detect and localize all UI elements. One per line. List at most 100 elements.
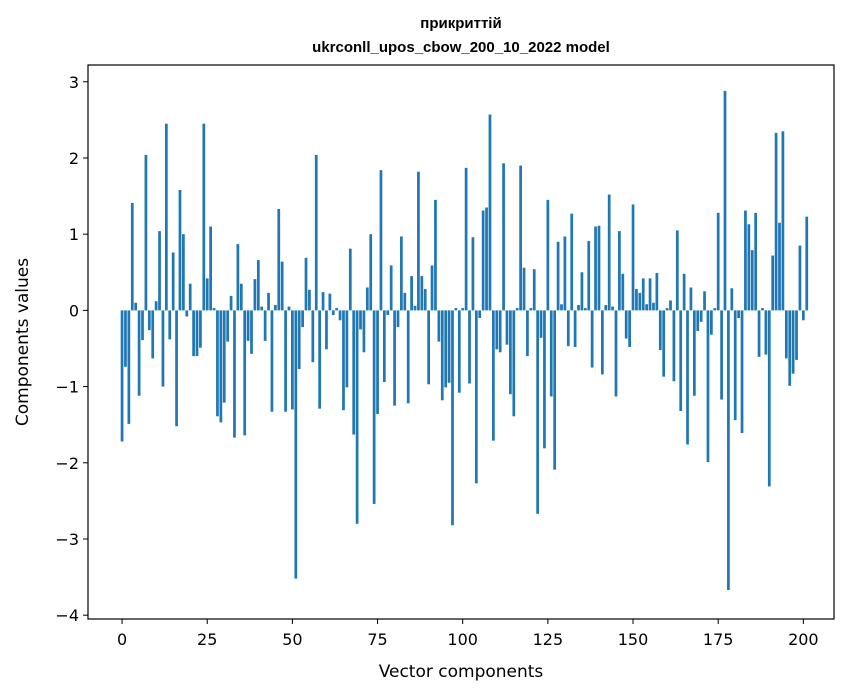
bar bbox=[124, 310, 127, 367]
y-axis-label: Components values bbox=[13, 258, 33, 426]
x-tick-label: 150 bbox=[618, 630, 649, 649]
bar bbox=[348, 248, 352, 311]
bar bbox=[747, 224, 751, 311]
x-tick-label: 100 bbox=[447, 630, 478, 649]
bar bbox=[451, 310, 454, 526]
bar bbox=[379, 170, 383, 311]
y-tick-label: 2 bbox=[69, 149, 79, 168]
bar bbox=[781, 131, 785, 311]
y-tick-label: −3 bbox=[55, 530, 79, 549]
bar bbox=[205, 278, 209, 311]
bar bbox=[151, 310, 155, 359]
bar bbox=[144, 154, 148, 311]
bar bbox=[597, 225, 601, 311]
bar bbox=[761, 308, 764, 311]
bar bbox=[406, 310, 410, 404]
bar bbox=[168, 310, 172, 340]
bar bbox=[682, 273, 686, 311]
bar bbox=[427, 310, 431, 385]
bar bbox=[801, 310, 805, 321]
bar bbox=[720, 310, 723, 400]
x-tick-label: 0 bbox=[117, 630, 127, 649]
bar bbox=[202, 123, 206, 311]
plot-frame bbox=[87, 64, 835, 620]
bar bbox=[532, 269, 536, 311]
bar bbox=[628, 310, 631, 347]
y-tick-label: −4 bbox=[55, 606, 79, 625]
bar bbox=[396, 310, 400, 328]
bar bbox=[400, 236, 403, 311]
bar bbox=[710, 310, 713, 335]
bar bbox=[778, 222, 781, 311]
y-axis-ticks: 3 2 1 0 −1 −2 −3 −4 bbox=[55, 73, 88, 625]
bar bbox=[764, 310, 768, 355]
bar bbox=[502, 163, 505, 311]
bar bbox=[325, 310, 328, 350]
bar bbox=[273, 305, 277, 311]
bar bbox=[141, 310, 144, 341]
bar bbox=[182, 234, 185, 311]
bar bbox=[655, 273, 659, 311]
bar bbox=[311, 310, 315, 363]
bar bbox=[229, 295, 233, 311]
y-tick-label: −2 bbox=[55, 454, 79, 473]
bar bbox=[754, 212, 758, 311]
bar bbox=[638, 292, 642, 311]
chart-title: прикриттій bbox=[420, 15, 501, 32]
bar bbox=[359, 310, 362, 330]
bar bbox=[621, 273, 625, 311]
bar bbox=[256, 260, 260, 311]
bar bbox=[195, 310, 199, 357]
bar bbox=[164, 123, 168, 311]
bar bbox=[696, 310, 700, 331]
bar bbox=[440, 310, 444, 401]
bar bbox=[243, 310, 247, 436]
bar bbox=[291, 310, 294, 410]
bar bbox=[716, 212, 720, 311]
bar bbox=[130, 202, 134, 311]
bar bbox=[699, 310, 703, 322]
bar bbox=[669, 300, 672, 311]
bar bbox=[212, 308, 216, 311]
bar bbox=[393, 310, 396, 406]
bar bbox=[645, 304, 649, 311]
bar bbox=[239, 283, 243, 311]
bar bbox=[474, 310, 478, 484]
x-axis-label: Vector components bbox=[379, 662, 544, 682]
bar bbox=[222, 310, 226, 403]
bar bbox=[539, 310, 543, 338]
bar bbox=[250, 310, 253, 354]
bar bbox=[352, 310, 356, 435]
bar bbox=[730, 288, 734, 311]
bar bbox=[365, 287, 369, 311]
bar bbox=[577, 305, 580, 311]
bar bbox=[233, 310, 236, 438]
bar bbox=[158, 231, 161, 311]
bar bbox=[331, 310, 335, 315]
bar bbox=[784, 310, 788, 359]
bar bbox=[154, 301, 158, 311]
bar bbox=[389, 265, 393, 311]
bar bbox=[611, 306, 614, 311]
bar bbox=[618, 231, 621, 311]
bars-group bbox=[120, 90, 809, 591]
bar bbox=[161, 310, 165, 387]
x-tick-label: 125 bbox=[533, 630, 564, 649]
bar bbox=[328, 293, 332, 311]
bar bbox=[601, 310, 604, 375]
bar bbox=[342, 310, 345, 411]
bar bbox=[345, 310, 349, 388]
bar bbox=[485, 207, 488, 311]
bar bbox=[570, 213, 574, 311]
bar bbox=[454, 308, 458, 311]
bar bbox=[434, 199, 437, 311]
x-axis-ticks: 0 25 50 75 100 125 150 175 200 bbox=[117, 619, 819, 649]
bar bbox=[604, 305, 608, 311]
bar bbox=[284, 310, 287, 412]
bar bbox=[563, 236, 567, 311]
bar bbox=[648, 278, 652, 311]
bar bbox=[147, 310, 151, 331]
bar bbox=[492, 310, 495, 441]
bar bbox=[175, 310, 178, 427]
